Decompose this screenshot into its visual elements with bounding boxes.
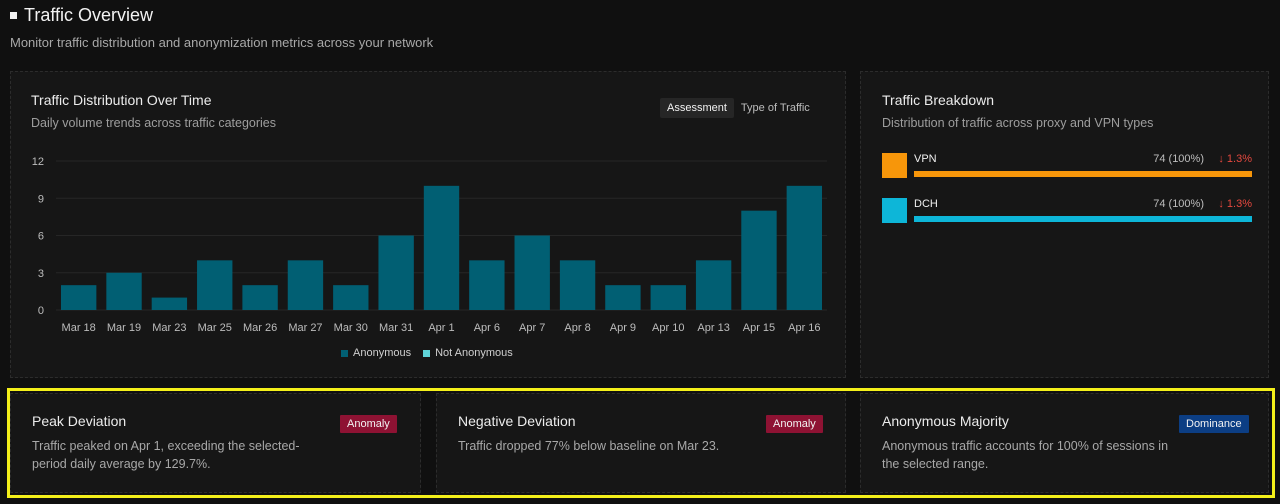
x-tick-label: Apr 10 [652,322,684,334]
bar-mar-27[interactable] [287,260,324,310]
insight-title: Negative Deviation [458,413,576,429]
bar-apr-10[interactable] [650,285,686,310]
anomaly-badge: Anomaly [766,415,823,433]
bar-mar-25[interactable] [197,260,233,310]
bar-apr-6[interactable] [469,260,505,310]
x-tick-label: Apr 1 [428,322,454,334]
insight-card-anonymous-majority: Anonymous Majority Dominance Anonymous t… [860,393,1269,493]
bar-mar-30[interactable] [333,285,369,310]
traffic-distribution-card: Traffic Distribution Over Time Daily vol… [10,71,846,378]
page-subtitle: Monitor traffic distribution and anonymi… [10,35,434,50]
x-tick-label: Mar 25 [198,322,232,334]
insight-text: Traffic dropped 77% below baseline on Ma… [458,439,720,453]
x-tick-label: Mar 23 [152,322,186,334]
breakdown-title: Traffic Breakdown [882,92,995,108]
bar-mar-18[interactable] [60,285,97,310]
bar-mar-23[interactable] [151,297,188,310]
page-title-text: Traffic Overview [24,4,154,25]
vpn-change: ↓ 1.3% [1218,153,1252,165]
insight-card-negative-deviation: Negative Deviation Anomaly Traffic dropp… [436,393,846,493]
x-tick-label: Apr 6 [474,322,500,334]
bar-apr-15[interactable] [741,210,777,310]
title-bullet-icon [10,11,17,19]
chart-mode-toggle: Assessment Type of Traffic [660,98,817,118]
insight-card-peak-deviation: Peak Deviation Anomaly Traffic peaked on… [10,393,421,493]
legend-label-anonymous: Anonymous [353,347,412,359]
page-title: Traffic Overview [10,5,153,25]
x-tick-label: Apr 13 [697,322,729,334]
bar-apr-8[interactable] [559,260,596,310]
assessment-tab[interactable]: Assessment [660,98,734,118]
breakdown-subtitle: Distribution of traffic across proxy and… [882,116,1154,130]
traffic-bar-chart: 0 3 6 9 12 Mar 18 Mar 19 Mar 23 Mar 25 Mar 26 Mar … [32,156,827,334]
x-tick-label: Apr 16 [788,322,820,334]
x-tick-label: Mar 31 [379,322,413,334]
vpn-label: VPN [914,153,937,165]
arrow-down-icon: ↓ [1218,198,1227,210]
bar-apr-7[interactable] [514,235,550,311]
traffic-breakdown-card: Traffic Breakdown Distribution of traffi… [860,71,1269,378]
insights-highlight-frame [7,388,1275,498]
bar-apr-16[interactable] [786,185,823,310]
insight-text: Anonymous traffic accounts for 100% of s… [882,439,1169,471]
bar-mar-31[interactable] [378,235,414,311]
y-tick-label: 3 [38,268,44,280]
legend-swatch-not-anonymous [423,349,431,357]
distribution-subtitle: Daily volume trends across traffic categ… [31,116,277,130]
insight-text: Traffic peaked on Apr 1, exceeding the s… [32,439,300,471]
legend-item-not-anonymous[interactable]: Not Anonymous [423,347,513,359]
x-tick-label: Mar 19 [107,322,141,334]
y-tick-label: 12 [32,156,44,168]
dch-change: ↓ 1.3% [1218,198,1252,210]
vpn-swatch [882,153,907,178]
legend-item-anonymous[interactable]: Anonymous [341,347,411,359]
chart-legend: Anonymous Not Anonymous [341,347,513,359]
insight-title: Anonymous Majority [882,413,1009,429]
x-tick-label: Apr 8 [564,322,590,334]
x-tick-label: Mar 26 [243,322,277,334]
x-tick-label: Mar 27 [288,322,322,334]
x-tick-label: Apr 7 [519,322,545,334]
dch-label: DCH [914,198,938,210]
y-tick-label: 0 [38,305,44,317]
anomaly-badge: Anomaly [340,415,397,433]
bar-apr-13[interactable] [695,260,732,310]
dominance-badge: Dominance [1179,415,1249,433]
dch-value: 74 (100%) [1153,198,1204,210]
legend-swatch-anonymous [341,349,348,357]
dch-swatch [882,198,907,223]
arrow-down-icon: ↓ [1218,153,1227,165]
vpn-progress-bar [914,171,1252,177]
bar-mar-26[interactable] [242,285,278,310]
insight-title: Peak Deviation [32,413,127,429]
vpn-value: 74 (100%) [1153,153,1204,165]
distribution-title: Traffic Distribution Over Time [31,92,212,108]
type-of-traffic-tab[interactable]: Type of Traffic [740,102,810,114]
legend-label-not-anonymous: Not Anonymous [435,347,513,359]
bar-apr-9[interactable] [605,285,641,310]
breakdown-row-dch[interactable]: DCH 74 (100%) ↓ 1.3% [882,198,1252,224]
bar-mar-19[interactable] [106,272,142,310]
x-tick-label: Apr 9 [610,322,636,334]
breakdown-row-vpn[interactable]: VPN 74 (100%) ↓ 1.3% [882,153,1252,179]
page-header: Traffic Overview Monitor traffic distrib… [10,5,433,50]
x-tick-label: Mar 30 [334,322,368,334]
y-tick-label: 9 [38,193,44,205]
x-tick-label: Mar 18 [62,322,96,334]
dch-progress-bar [914,216,1252,222]
y-tick-label: 6 [38,231,44,243]
x-tick-label: Apr 15 [743,322,775,334]
bar-apr-1[interactable] [423,185,460,310]
